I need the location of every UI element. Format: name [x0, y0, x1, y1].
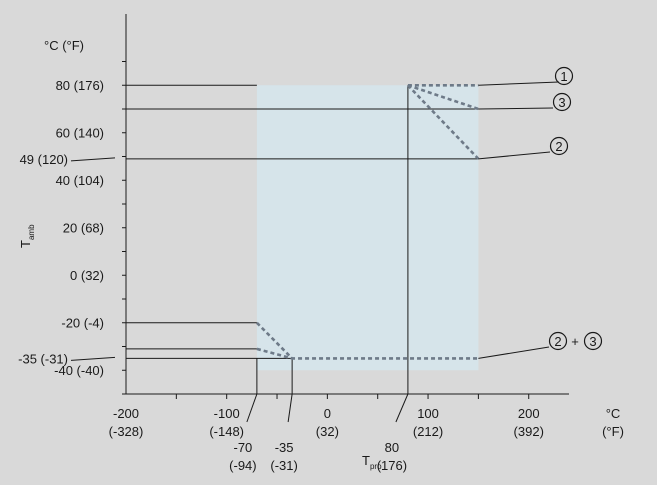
callout-label: 2 — [555, 139, 562, 154]
series-line-3-4 — [256, 347, 293, 360]
y-tick-label: 20 (68) — [63, 220, 104, 235]
limit-series — [255, 84, 480, 360]
y-tick-label: -40 (-40) — [54, 363, 104, 378]
callout-leader — [478, 346, 550, 359]
callout-leader — [478, 107, 554, 110]
reference-lines — [126, 84, 479, 394]
x-tick-label: 200 — [518, 406, 540, 421]
y-tick-label: 60 (140) — [56, 125, 104, 140]
callout-circle — [549, 136, 569, 156]
y-extra-label: 49 (120) — [20, 152, 68, 167]
x-leader-line — [395, 393, 409, 423]
callouts: 1 3 2 2 +3 — [478, 66, 603, 359]
callout-circle — [583, 331, 603, 351]
x-extra-label: -35 — [275, 440, 294, 455]
x-tick-label-f: (-148) — [209, 424, 244, 439]
y-tick-label: -20 (-4) — [61, 315, 104, 330]
callout-leader — [478, 151, 551, 160]
y-leader-line — [70, 356, 116, 361]
x-tick-label-f: (-328) — [109, 424, 144, 439]
x-tick-label: -100 — [214, 406, 240, 421]
x-tick-label: 0 — [324, 406, 331, 421]
x-tick-label-f: (392) — [514, 424, 544, 439]
y-extra-label: -35 (-31) — [18, 351, 68, 366]
callout-label: 2 — [554, 334, 561, 349]
series-line-3-1 — [407, 84, 479, 111]
x-leader-line — [246, 393, 258, 423]
callout-label: 1 — [560, 69, 567, 84]
x-extra-label: 80 — [385, 440, 399, 455]
svg-text:(°F): (°F) — [602, 424, 624, 439]
y-axis-title: Tamb — [18, 224, 36, 248]
callout-circle — [548, 331, 568, 351]
x-extra-label: -70 — [233, 440, 252, 455]
x-extra-label-f: (-31) — [270, 458, 297, 473]
x-leader-line — [287, 393, 293, 423]
x-axis-title: Tpro — [362, 453, 382, 471]
x-tick-label-f: (212) — [413, 424, 443, 439]
series-line-2-2 — [406, 84, 480, 160]
x-tick-label: 100 — [417, 406, 439, 421]
y-tick-label: 80 (176) — [56, 78, 104, 93]
x-tick-label: -200 — [113, 406, 139, 421]
x-ticks: -200 (-328) -100 (-148) 0 (32) 100 (212) 200 (392… — [109, 393, 544, 473]
callout-label: 3 — [589, 334, 596, 349]
callout-circle — [554, 66, 574, 86]
x-tick-label-f: (32) — [316, 424, 339, 439]
callout-circle — [552, 92, 572, 112]
callout-label: 3 — [558, 95, 565, 110]
x-extra-label-f: (-94) — [229, 458, 256, 473]
svg-text:°C: °C — [606, 406, 621, 421]
x-extra-label-f: (176) — [377, 458, 407, 473]
y-tick-label: 0 (32) — [70, 268, 104, 283]
callout-plus: + — [571, 334, 579, 349]
y-leader-line — [70, 157, 116, 162]
callout-leader — [478, 81, 560, 86]
y-unit-label: °C (°F) — [44, 38, 84, 53]
x-unit-label: °C (°F) — [602, 406, 624, 439]
operating-region — [256, 85, 479, 371]
y-tick-label: 40 (104) — [56, 173, 104, 188]
y-ticks: 80 (176) 60 (140) 40 (104) 20 (68) 0 (32) -20… — [18, 61, 126, 395]
